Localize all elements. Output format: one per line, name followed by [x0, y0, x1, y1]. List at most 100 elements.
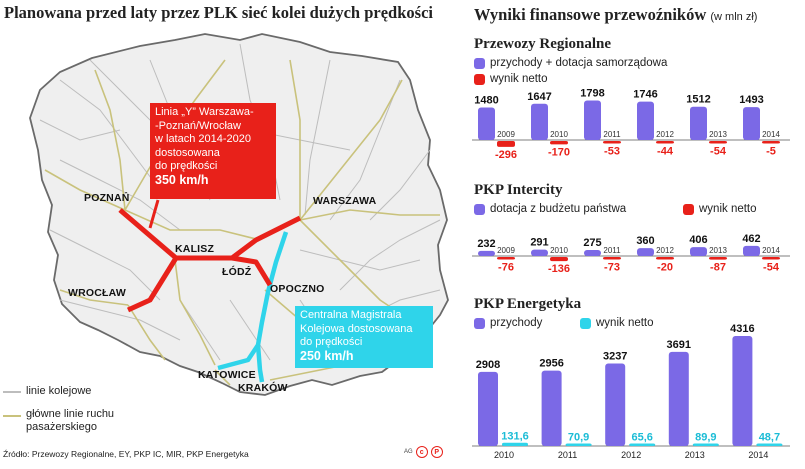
revenue-label: 1746 [633, 89, 657, 101]
charts-title: Wyniki finansowe przewoźników (w mln zł) [474, 5, 757, 25]
y-line-callout: Linia „Y” Warszawa- -Poznań/Wrocław w la… [150, 103, 276, 199]
legend-intercity-net: wynik netto [683, 203, 757, 215]
revenue-label: 406 [689, 234, 707, 246]
net-bar [656, 141, 674, 144]
revenue-bar [541, 370, 562, 446]
legend-swatch [474, 57, 485, 69]
revenue-bar [605, 363, 626, 446]
cmk-branch [255, 344, 265, 383]
net-bar [497, 141, 515, 147]
net-bar [629, 443, 656, 446]
city-label-lodz: ŁÓDŹ [222, 266, 252, 278]
revenue-label: 3691 [667, 339, 691, 351]
year-label: 2012 [656, 130, 674, 139]
chart-energetyka: 2908 131,6 2010 2956 70,9 2011 3237 65,6 2012 369… [472, 324, 790, 460]
revenue-label: 3237 [603, 350, 627, 362]
city-label-warszawa: WARSZAWA [313, 195, 377, 207]
revenue-bar [690, 247, 707, 256]
revenue-bar [743, 107, 760, 140]
net-bar [603, 257, 621, 260]
revenue-label: 275 [583, 237, 601, 249]
year-label: 2014 [762, 246, 780, 255]
city-label-poznan: POZNAŃ [84, 192, 130, 204]
legend-regionalne-net: wynik netto [474, 73, 548, 85]
net-label: 65,6 [631, 432, 652, 444]
callout-line: Centralna Magistrala [300, 309, 402, 321]
year-label: 2011 [603, 246, 621, 255]
section-title-energetyka: PKP Energetyka [474, 296, 582, 312]
net-label: -20 [657, 262, 673, 274]
net-label: -54 [710, 146, 727, 158]
revenue-label: 1512 [686, 94, 710, 106]
y-line-south [126, 256, 179, 313]
callout-line: dostosowana [155, 146, 220, 159]
callout-line: Kolejowa dostosowana [300, 322, 413, 335]
city-label-katowice: KATOWICE [198, 369, 256, 381]
source-note: Źródło: Przewozy Regionalne, EY, PKP IC,… [3, 449, 249, 459]
legend-label: wynik netto [699, 203, 757, 215]
section-title-regionalne: Przewozy Regionalne [474, 36, 612, 52]
city-label-opoczno: OPOCZNO [270, 283, 325, 295]
legend-label: dotacja z budżetu państwa [490, 203, 627, 215]
copyright-icon: c [415, 446, 428, 458]
legend-intercity-revenue: dotacja z budżetu państwa [474, 203, 626, 215]
chart-intercity: 232-76 2009 291 -136 2010 275 -73 2011 360 -20 201… [472, 233, 790, 275]
revenue-bar [584, 249, 601, 256]
net-bar [656, 257, 674, 260]
city-label-krakow: KRAKÓW [238, 382, 288, 394]
map-title: Planowana przed laty przez PLK sieć kole… [4, 3, 433, 22]
legend-swatch [474, 73, 485, 85]
pap-icon: P [430, 446, 443, 458]
legend-swatch [474, 203, 485, 215]
net-label: -296 [495, 149, 517, 161]
logo-text: AG [404, 449, 413, 455]
net-bar [762, 141, 780, 144]
legend-main-lines: główne linie ruchu pasażerskiego [26, 408, 114, 434]
year-label: 2013 [685, 450, 705, 460]
net-label: -87 [710, 262, 726, 274]
revenue-bar [478, 107, 495, 140]
charts-unit: (w mln zł) [710, 11, 758, 23]
charts-title-text: Wyniki finansowe przewoźników [474, 5, 707, 24]
legend-label: wynik netto [596, 317, 654, 329]
year-label: 2012 [621, 450, 641, 460]
revenue-bar [531, 103, 548, 140]
revenue-bar [478, 250, 495, 256]
cmk-callout: Centralna Magistrala Kolejowa dostosowan… [295, 306, 433, 368]
revenue-label: 462 [742, 233, 760, 245]
net-label: 48,7 [759, 432, 780, 444]
revenue-bar [637, 101, 654, 140]
revenue-label: 1798 [580, 88, 604, 99]
year-label: 2014 [762, 130, 780, 139]
year-label: 2010 [550, 246, 568, 255]
legend-energetyka-revenue: przychody [474, 317, 542, 329]
year-label: 2011 [558, 450, 577, 460]
net-bar [603, 141, 621, 144]
net-label: -76 [498, 262, 514, 274]
net-label: -170 [548, 146, 570, 158]
legend-energetyka-net: wynik netto [580, 317, 654, 329]
legend-regionalne-revenue: przychody + dotacja samorządowa [474, 57, 667, 69]
net-label: -44 [657, 146, 674, 158]
revenue-label: 360 [636, 235, 654, 247]
callout-speed: 350 km/h [155, 172, 209, 187]
net-label: 131,6 [501, 431, 529, 443]
year-label: 2009 [497, 130, 515, 139]
legend-label: przychody + dotacja samorządowa [490, 57, 668, 69]
revenue-bar [690, 106, 707, 140]
section-title-intercity: PKP Intercity [474, 182, 563, 198]
year-label: 2013 [709, 246, 727, 255]
revenue-bar [478, 371, 498, 446]
cmk-line [217, 231, 289, 371]
net-bar [565, 443, 592, 446]
net-label: -53 [604, 146, 620, 158]
net-bar [709, 141, 727, 144]
net-label: -136 [548, 263, 570, 275]
revenue-label: 4316 [730, 324, 754, 335]
y-line-lodz [231, 255, 273, 287]
callout-line: -Poznań/Wrocław [155, 119, 241, 132]
revenue-label: 1493 [739, 94, 763, 106]
net-bar [762, 257, 780, 260]
legend-swatch [683, 203, 694, 215]
callout-line: w latach 2014-2020 [155, 133, 252, 145]
